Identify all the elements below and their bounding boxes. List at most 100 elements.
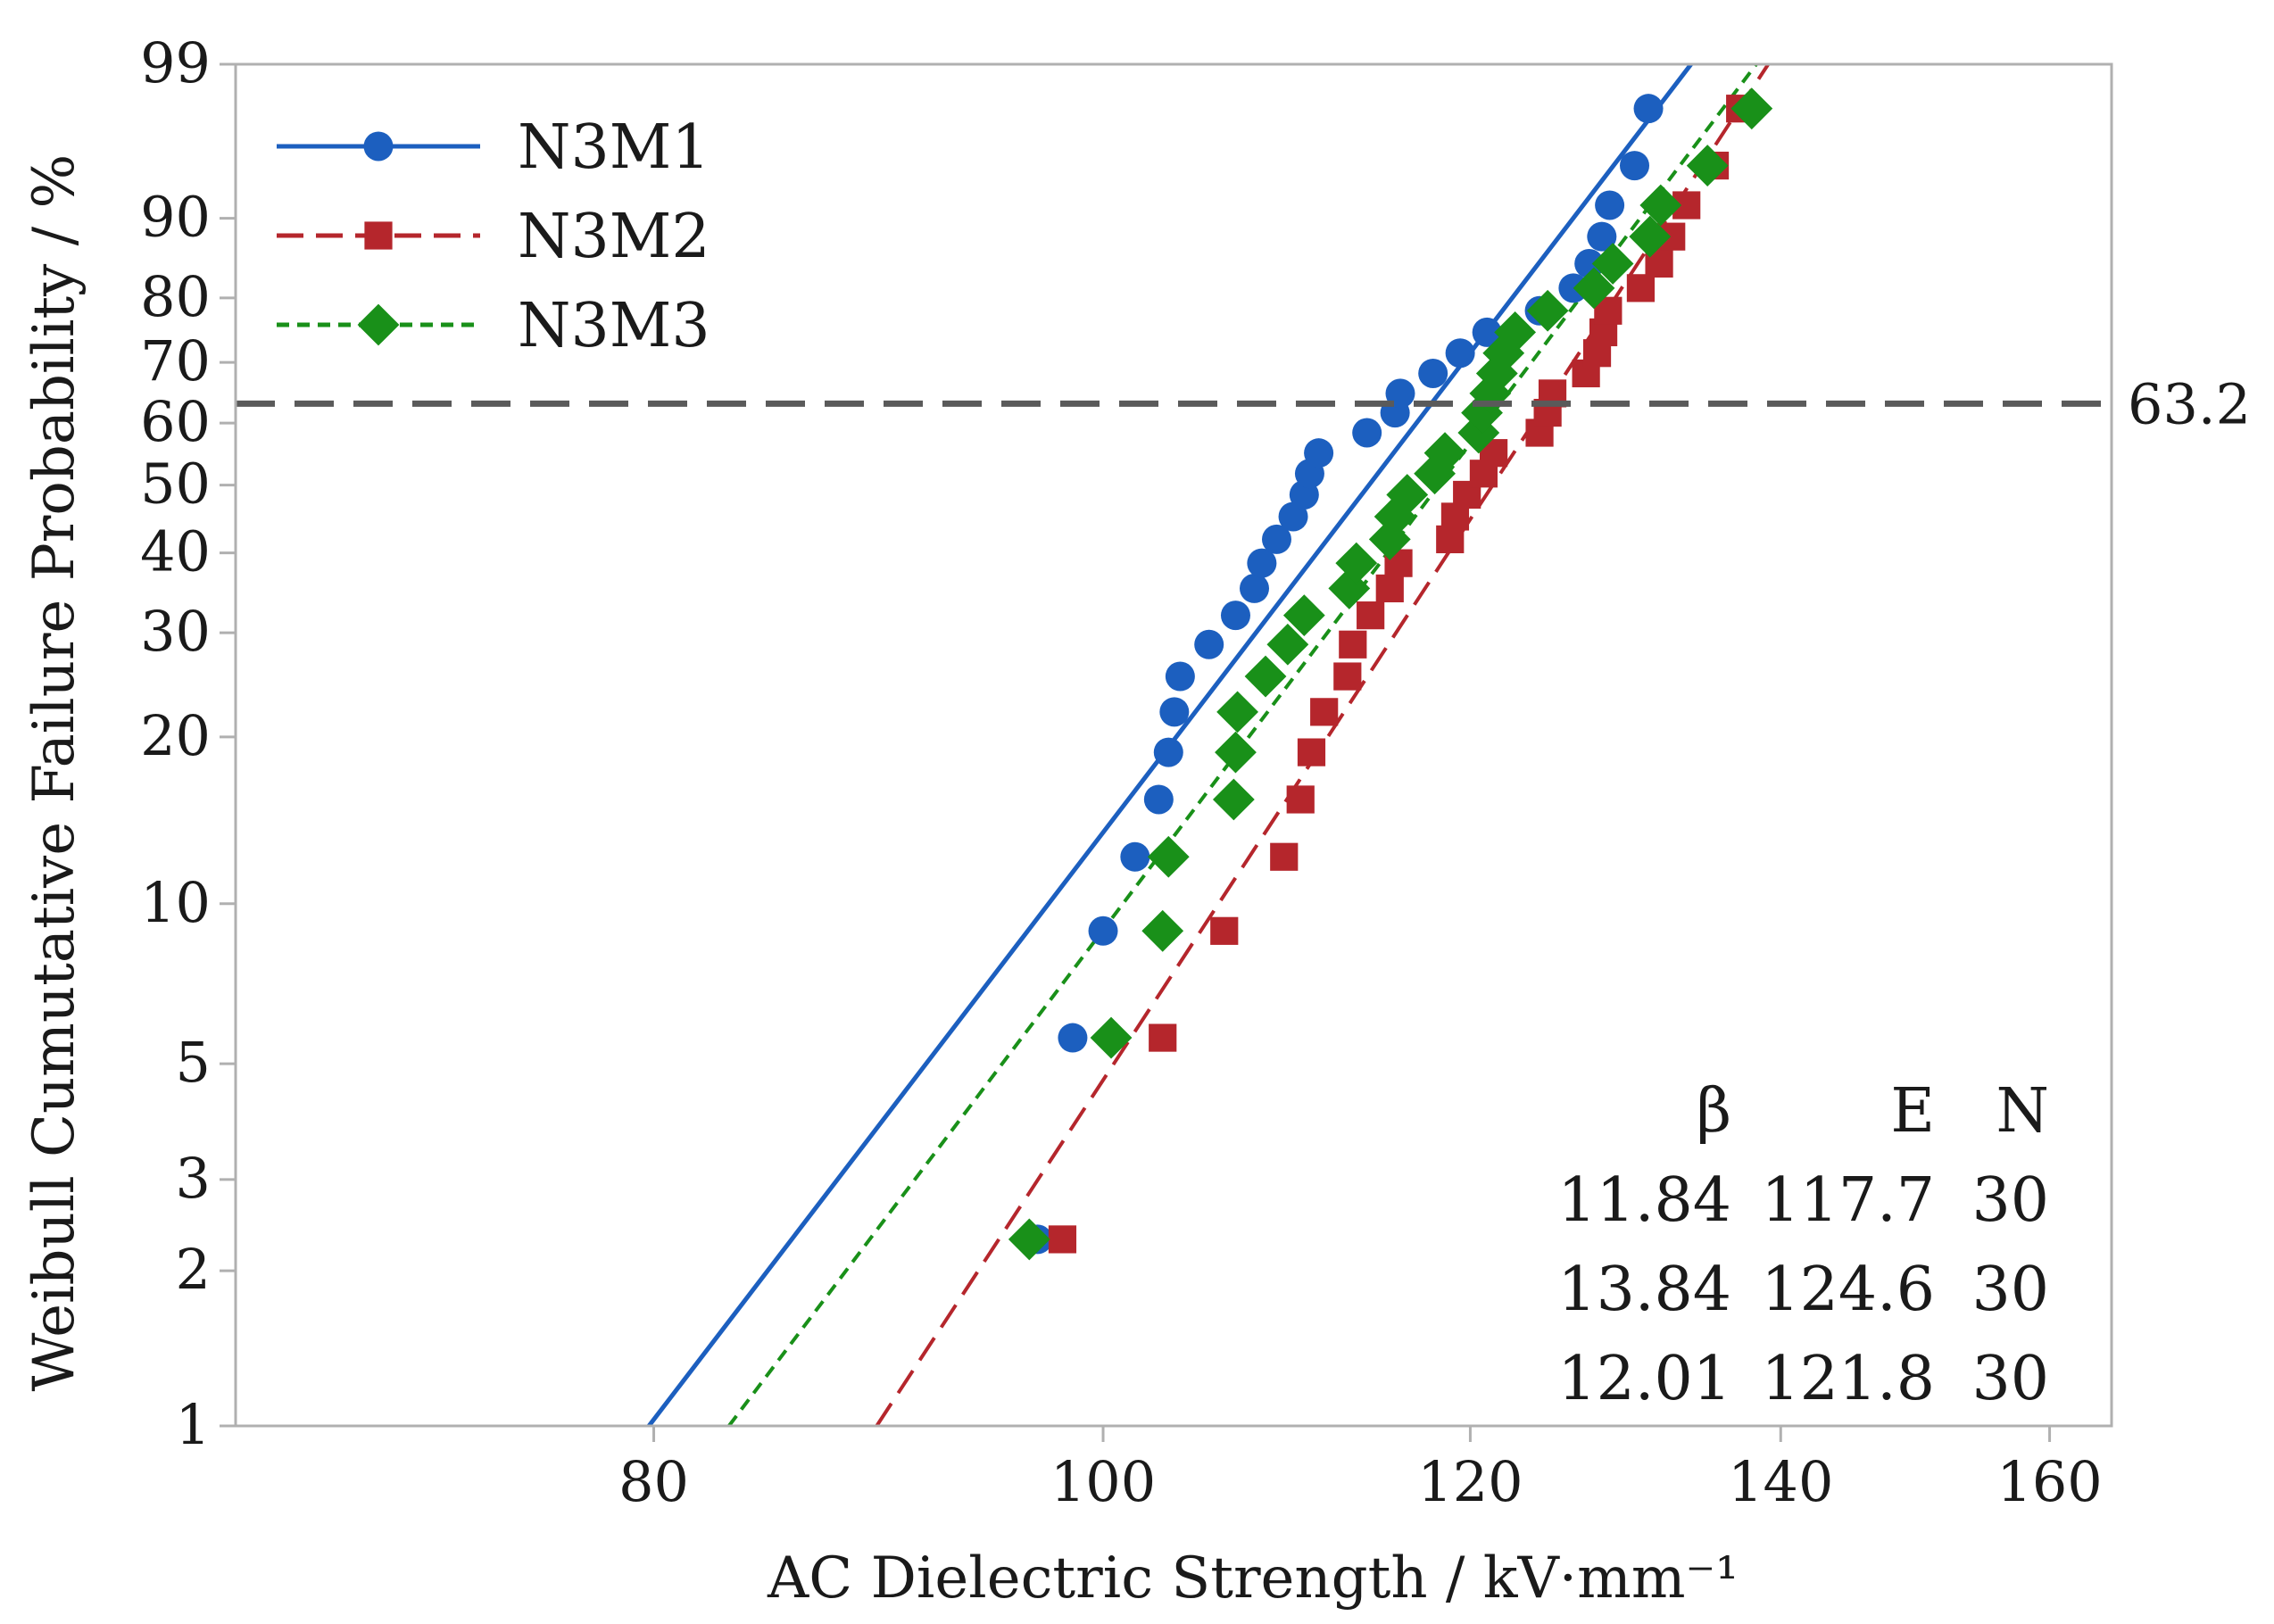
y-tick-label: 20 bbox=[140, 703, 211, 768]
data-point-n3m1 bbox=[1088, 916, 1118, 946]
data-point-n3m3 bbox=[1686, 145, 1729, 186]
x-tick-label: 120 bbox=[1417, 1449, 1523, 1514]
data-point-n3m1 bbox=[1247, 548, 1277, 578]
data-point-n3m1 bbox=[1587, 221, 1617, 252]
data-point-n3m1 bbox=[1240, 573, 1270, 603]
x-tick-label: 100 bbox=[1050, 1449, 1156, 1514]
y-tick-label: 99 bbox=[140, 30, 211, 95]
y-tick-label: 10 bbox=[140, 870, 211, 935]
fit-line-n3m2 bbox=[875, 62, 1770, 1428]
y-tick-label: 30 bbox=[140, 599, 211, 664]
data-point-n3m1 bbox=[1472, 317, 1502, 347]
data-point-n3m2 bbox=[1048, 1225, 1077, 1254]
data-point-n3m3 bbox=[1244, 655, 1287, 698]
data-point-n3m3 bbox=[1639, 184, 1682, 227]
stats-table-cell: 124.6 bbox=[1761, 1255, 1935, 1325]
y-tick-label: 3 bbox=[176, 1146, 211, 1211]
plot-frame bbox=[234, 62, 2113, 1428]
data-point-n3m3 bbox=[1730, 87, 1773, 130]
data-point-n3m1 bbox=[1595, 190, 1625, 220]
data-markers bbox=[1008, 87, 1773, 1261]
data-point-n3m1 bbox=[1165, 661, 1195, 692]
data-point-n3m1 bbox=[1304, 438, 1334, 468]
legend-label-n3m2: N3M2 bbox=[518, 202, 710, 272]
data-point-n3m3 bbox=[1328, 568, 1371, 609]
data-point-n3m1 bbox=[1445, 338, 1475, 369]
data-point-n3m3 bbox=[1141, 909, 1184, 952]
data-point-n3m2 bbox=[1210, 916, 1239, 945]
data-point-n3m2 bbox=[1149, 1023, 1177, 1052]
stats-table-cell: 121.8 bbox=[1761, 1344, 1935, 1414]
y-tick-label: 2 bbox=[176, 1237, 211, 1302]
data-point-n3m2 bbox=[1297, 738, 1326, 766]
stats-table-cell: 30 bbox=[1971, 1344, 2049, 1414]
data-point-n3m3 bbox=[1494, 311, 1537, 353]
data-point-n3m1 bbox=[1220, 601, 1250, 631]
data-point-n3m1 bbox=[1120, 841, 1150, 872]
data-point-n3m3 bbox=[1216, 691, 1258, 733]
legend: N3M1 N3M2 N3M3 bbox=[277, 112, 710, 361]
data-point-n3m1 bbox=[1143, 784, 1174, 815]
data-point-n3m2 bbox=[1270, 842, 1299, 871]
data-point-n3m3 bbox=[1423, 432, 1466, 475]
data-point-n3m3 bbox=[1282, 594, 1325, 637]
data-point-n3m3 bbox=[1368, 518, 1411, 560]
legend-label-n3m1: N3M1 bbox=[518, 112, 710, 183]
y-tick-label: 80 bbox=[140, 264, 211, 329]
data-point-n3m3 bbox=[1335, 542, 1378, 584]
data-point-n3m2 bbox=[1339, 630, 1367, 659]
stats-table-cell: 30 bbox=[1971, 1255, 2049, 1325]
data-point-n3m3 bbox=[1526, 289, 1569, 332]
data-point-n3m1 bbox=[1153, 737, 1183, 767]
reference-line-group: 63.2 bbox=[236, 371, 2251, 436]
data-point-n3m2 bbox=[1357, 601, 1385, 630]
stats-table-cell: 13.84 bbox=[1557, 1255, 1731, 1325]
data-point-n3m3 bbox=[1008, 1218, 1050, 1261]
y-tick-label: 60 bbox=[140, 389, 211, 454]
data-point-n3m3 bbox=[1215, 731, 1257, 774]
data-point-n3m1 bbox=[1633, 94, 1664, 124]
data-point-n3m3 bbox=[1386, 474, 1429, 516]
stats-table-header: β bbox=[1697, 1076, 1731, 1147]
legend-label-n3m3: N3M3 bbox=[518, 291, 710, 361]
data-point-n3m2 bbox=[1310, 698, 1339, 726]
stats-table-cell: 12.01 bbox=[1557, 1344, 1731, 1414]
stats-table: β E N 11.84 117.7 30 13.84 124.6 30 12.01 121.8 30 bbox=[1557, 1076, 2049, 1414]
data-point-n3m3 bbox=[1629, 215, 1672, 258]
y-tick-label: 5 bbox=[176, 1030, 211, 1095]
y-tick-label: 90 bbox=[140, 185, 211, 250]
reference-line-label: 63.2 bbox=[2128, 371, 2251, 436]
data-point-n3m2 bbox=[1286, 785, 1315, 814]
data-point-n3m1 bbox=[1058, 1023, 1088, 1053]
data-point-n3m1 bbox=[1261, 524, 1291, 554]
data-point-n3m1 bbox=[1620, 151, 1650, 181]
data-point-n3m1 bbox=[1418, 358, 1448, 388]
data-point-n3m1 bbox=[1278, 501, 1308, 532]
data-point-n3m3 bbox=[1090, 1016, 1133, 1059]
data-point-n3m2 bbox=[1375, 574, 1404, 603]
stats-table-cell: 117.7 bbox=[1761, 1165, 1935, 1236]
x-tick-label: 80 bbox=[618, 1449, 689, 1514]
data-point-n3m3 bbox=[1461, 392, 1503, 434]
legend-marker-n3m2 bbox=[364, 221, 393, 250]
stats-table-header: E bbox=[1890, 1076, 1935, 1147]
data-point-n3m3 bbox=[1573, 267, 1615, 310]
y-tick-label: 50 bbox=[140, 452, 211, 517]
y-tick-label: 70 bbox=[140, 328, 211, 394]
data-point-n3m3 bbox=[1212, 778, 1255, 821]
data-point-n3m3 bbox=[1475, 352, 1518, 394]
data-point-n3m1 bbox=[1194, 629, 1224, 659]
x-tick-label: 160 bbox=[1996, 1449, 2102, 1514]
data-point-n3m1 bbox=[1352, 418, 1382, 448]
data-point-n3m3 bbox=[1147, 835, 1190, 878]
legend-marker-n3m1 bbox=[363, 131, 394, 162]
x-tick-label: 140 bbox=[1728, 1449, 1833, 1514]
data-point-n3m3 bbox=[1266, 623, 1309, 666]
stats-table-header: N bbox=[1996, 1076, 2050, 1147]
x-axis-title: AC Dielectric Strength / kV·mm⁻¹ bbox=[767, 1545, 1739, 1612]
data-point-n3m3 bbox=[1457, 411, 1500, 454]
data-point-n3m3 bbox=[1591, 243, 1634, 285]
legend-marker-n3m3 bbox=[357, 303, 400, 346]
